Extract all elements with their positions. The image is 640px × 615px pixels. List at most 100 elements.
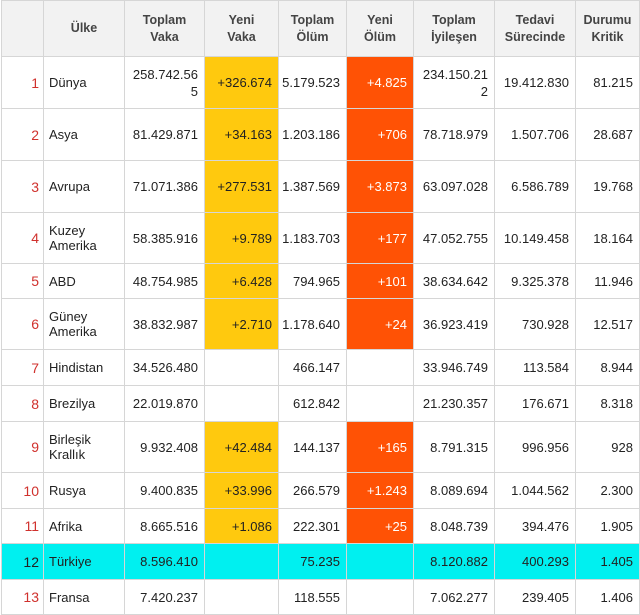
toplam-iyilesen-cell: 63.097.028 — [413, 160, 495, 213]
toplam-iyilesen-cell: 33.946.749 — [413, 349, 495, 386]
country-name: Dünya — [43, 56, 125, 109]
header-label-line: Toplam — [142, 12, 187, 27]
yeni-olum-cell: +3.873 — [346, 160, 414, 213]
toplam-iyilesen-cell: 21.230.357 — [413, 385, 495, 422]
header-label-line: Tedavi — [515, 12, 555, 27]
table-row[interactable]: 1 Dünya 258.742.565 +326.674 5.179.523 +4.825… — [1, 56, 640, 109]
tedavi-surecinde-cell: 996.956 — [494, 421, 576, 473]
header-label-line: Toplam — [432, 12, 476, 27]
yeni-vaka-cell: +33.996 — [204, 472, 279, 509]
yeni-vaka-cell — [204, 349, 279, 386]
tedavi-surecinde-cell: 6.586.789 — [494, 160, 576, 213]
country-name: Afrika — [43, 508, 125, 544]
yeni-vaka-cell: +277.531 — [204, 160, 279, 213]
header-label-line: Ölüm — [296, 29, 329, 44]
table-row[interactable]: 13 Fransa 7.420.237 118.555 7.062.277 239.405… — [1, 579, 640, 615]
yeni-olum-cell: +1.243 — [346, 472, 414, 509]
header-toplam-olum[interactable]: Toplam Ölüm — [278, 0, 347, 57]
toplam-olum-cell: 794.965 — [278, 263, 347, 299]
yeni-olum-cell — [346, 543, 414, 580]
durumu-kritik-cell: 28.687 — [575, 108, 640, 161]
yeni-olum-cell: +101 — [346, 263, 414, 299]
row-index: 11 — [1, 508, 44, 544]
header-durumu-kritik[interactable]: Durumu Kritik — [575, 0, 640, 57]
table-row[interactable]: 6 Güney Amerika 38.832.987 +2.710 1.178.640 +… — [1, 298, 640, 350]
toplam-olum-cell: 118.555 — [278, 579, 347, 615]
toplam-vaka-cell: 258.742.565 — [124, 56, 205, 109]
yeni-vaka-cell: +326.674 — [204, 56, 279, 109]
toplam-vaka-cell: 9.932.408 — [124, 421, 205, 473]
header-yeni-vaka[interactable]: Yeni Vaka — [204, 0, 279, 57]
tedavi-surecinde-cell: 10.149.458 — [494, 212, 576, 264]
toplam-vaka-cell: 9.400.835 — [124, 472, 205, 509]
country-name: Fransa — [43, 579, 125, 615]
durumu-kritik-cell: 1.406 — [575, 579, 640, 615]
table-row[interactable]: 7 Hindistan 34.526.480 466.147 33.946.749 113… — [1, 349, 640, 386]
tedavi-surecinde-cell: 1.044.562 — [494, 472, 576, 509]
toplam-iyilesen-cell: 38.634.642 — [413, 263, 495, 299]
table-row[interactable]: 12 Türkiye 8.596.410 75.235 8.120.882 400.293… — [1, 543, 640, 580]
toplam-olum-cell: 1.178.640 — [278, 298, 347, 350]
row-index: 8 — [1, 385, 44, 422]
header-ulke[interactable]: Ülke — [43, 0, 125, 57]
table-body: 1 Dünya 258.742.565 +326.674 5.179.523 +4.825… — [1, 56, 640, 615]
tedavi-surecinde-cell: 19.412.830 — [494, 56, 576, 109]
durumu-kritik-cell: 1.905 — [575, 508, 640, 544]
row-index: 5 — [1, 263, 44, 299]
table-row[interactable]: 3 Avrupa 71.071.386 +277.531 1.387.569 +3.873… — [1, 160, 640, 213]
toplam-iyilesen-cell: 8.791.315 — [413, 421, 495, 473]
header-tedavi-surecinde[interactable]: Tedavi Sürecinde — [494, 0, 576, 57]
header-yeni-olum[interactable]: Yeni Ölüm — [346, 0, 414, 57]
durumu-kritik-cell: 12.517 — [575, 298, 640, 350]
row-index: 7 — [1, 349, 44, 386]
table-row[interactable]: 11 Afrika 8.665.516 +1.086 222.301 +25 8.048.7… — [1, 508, 640, 544]
toplam-olum-cell: 266.579 — [278, 472, 347, 509]
table-row[interactable]: 9 Birleşik Krallık 9.932.408 +42.484 144.137… — [1, 421, 640, 473]
table-row[interactable]: 10 Rusya 9.400.835 +33.996 266.579 +1.243 8.08… — [1, 472, 640, 509]
toplam-vaka-cell: 48.754.985 — [124, 263, 205, 299]
row-index: 10 — [1, 472, 44, 509]
tedavi-surecinde-cell: 239.405 — [494, 579, 576, 615]
header-label-line: Sürecinde — [504, 29, 566, 44]
durumu-kritik-cell: 18.164 — [575, 212, 640, 264]
yeni-olum-cell — [346, 579, 414, 615]
header-label-line: Toplam — [290, 12, 335, 27]
toplam-iyilesen-cell: 78.718.979 — [413, 108, 495, 161]
toplam-olum-cell: 1.183.703 — [278, 212, 347, 264]
row-index: 2 — [1, 108, 44, 161]
yeni-vaka-cell: +9.789 — [204, 212, 279, 264]
country-name: Hindistan — [43, 349, 125, 386]
durumu-kritik-cell: 11.946 — [575, 263, 640, 299]
toplam-olum-cell: 5.179.523 — [278, 56, 347, 109]
table-row[interactable]: 4 Kuzey Amerika 58.385.916 +9.789 1.183.703 +… — [1, 212, 640, 264]
yeni-vaka-cell: +6.428 — [204, 263, 279, 299]
row-index: 1 — [1, 56, 44, 109]
table-row[interactable]: 5 ABD 48.754.985 +6.428 794.965 +101 38.634.64… — [1, 263, 640, 299]
tedavi-surecinde-cell: 400.293 — [494, 543, 576, 580]
toplam-olum-cell: 1.203.186 — [278, 108, 347, 161]
toplam-olum-cell: 1.387.569 — [278, 160, 347, 213]
toplam-olum-cell: 612.842 — [278, 385, 347, 422]
header-toplam-vaka[interactable]: Toplam Vaka — [124, 0, 205, 57]
toplam-vaka-cell: 8.596.410 — [124, 543, 205, 580]
durumu-kritik-cell: 81.215 — [575, 56, 640, 109]
toplam-vaka-cell: 71.071.386 — [124, 160, 205, 213]
toplam-vaka-cell: 34.526.480 — [124, 349, 205, 386]
header-toplam-iyilesen[interactable]: Toplam İyileşen — [413, 0, 495, 57]
yeni-vaka-cell: +2.710 — [204, 298, 279, 350]
durumu-kritik-cell: 8.318 — [575, 385, 640, 422]
yeni-vaka-cell: +42.484 — [204, 421, 279, 473]
toplam-vaka-cell: 38.832.987 — [124, 298, 205, 350]
tedavi-surecinde-cell: 1.507.706 — [494, 108, 576, 161]
yeni-vaka-cell: +1.086 — [204, 508, 279, 544]
row-index: 13 — [1, 579, 44, 615]
yeni-olum-cell: +4.825 — [346, 56, 414, 109]
toplam-olum-cell: 222.301 — [278, 508, 347, 544]
country-name: Güney Amerika — [43, 298, 125, 350]
toplam-iyilesen-cell: 8.120.882 — [413, 543, 495, 580]
yeni-olum-cell — [346, 349, 414, 386]
durumu-kritik-cell: 2.300 — [575, 472, 640, 509]
table-row[interactable]: 8 Brezilya 22.019.870 612.842 21.230.357 176.… — [1, 385, 640, 422]
table-row[interactable]: 2 Asya 81.429.871 +34.163 1.203.186 +706 78.71… — [1, 108, 640, 161]
